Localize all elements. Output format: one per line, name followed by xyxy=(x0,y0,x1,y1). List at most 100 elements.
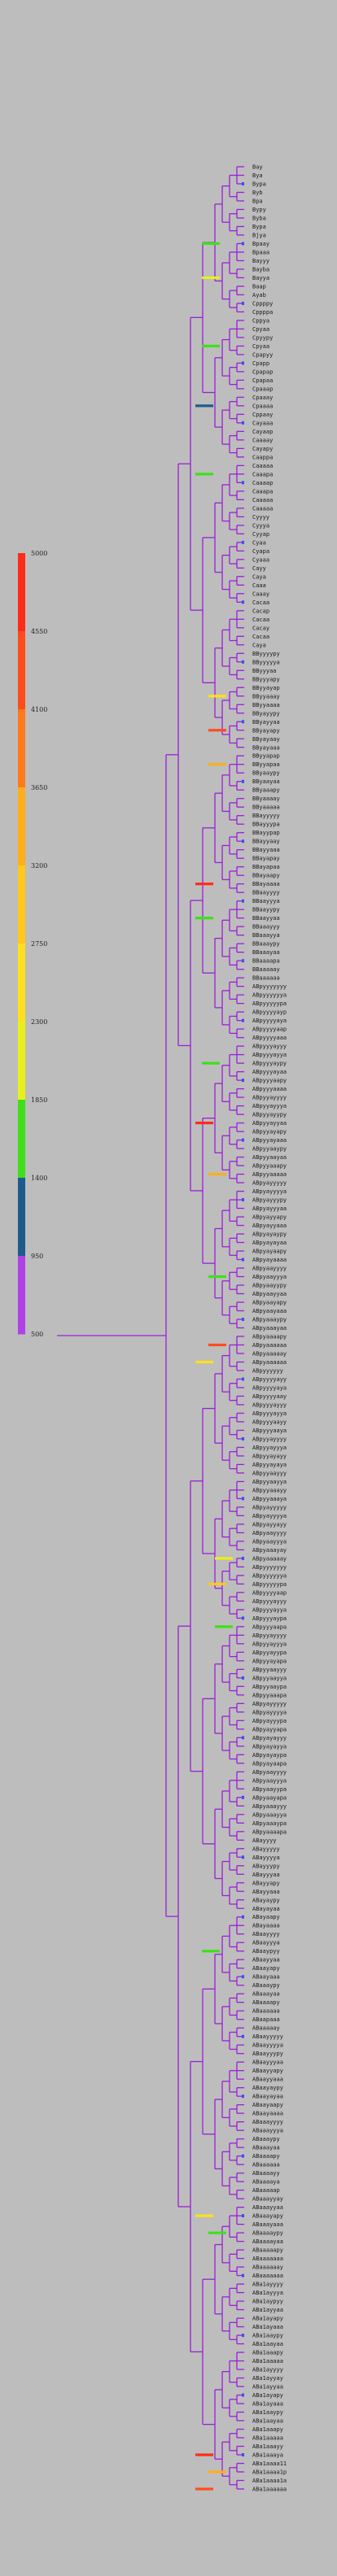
legend-tick-label: 4100 xyxy=(31,706,47,713)
tip-marker xyxy=(242,899,244,903)
leaf-label: BBayaaaa xyxy=(252,881,280,887)
leaf-label: ABpyyayayy xyxy=(252,1453,287,1459)
tip-marker xyxy=(242,1676,244,1680)
age-highlight xyxy=(195,404,213,408)
leaf-label: ABpyaayypy xyxy=(252,1283,287,1289)
leaf-label: ABpyyaaapy xyxy=(252,1163,287,1170)
leaf-label: ABpyaayyaa xyxy=(252,1291,287,1297)
leaf-label: ABayyapy xyxy=(252,1880,280,1886)
leaf-label: Cpyypy xyxy=(252,334,273,341)
leaf-label: ABpyaaaaaa xyxy=(252,1359,287,1366)
leaf-label: BBayyaay xyxy=(252,839,280,845)
age-highlight xyxy=(215,1625,233,1628)
leaf-label: ABpyaayyyy xyxy=(252,1266,287,1272)
leaf-label: Baap xyxy=(252,283,266,290)
leaf-label: ABpyaaaaay xyxy=(252,1350,287,1357)
leaf-label: ABpyyaaayy xyxy=(252,1487,287,1493)
tip-marker xyxy=(242,1257,244,1262)
leaf-label: ABpyaayyyy xyxy=(252,1769,287,1776)
color-legend: 5000 4550 4100 3650 3200 2750 2300 1850 1400 950 5… xyxy=(18,550,47,1338)
leaf-label: Cpyaa xyxy=(252,343,269,350)
leaf-label: Bpa xyxy=(252,198,263,204)
leaf-label: ABpyyyayaa xyxy=(252,1069,287,1075)
age-highlight xyxy=(208,1343,226,1347)
leaf-label: ABpyyaaapa xyxy=(252,1692,287,1698)
leaf-label: ABpyyayyyy xyxy=(252,1095,287,1101)
tip-marker xyxy=(242,2094,244,2099)
leaf-label: ABpyayayya xyxy=(252,1743,287,1750)
leaf-label: ABpyayaypy xyxy=(252,1231,287,1238)
leaf-label: ABpyaaaaay xyxy=(252,1555,287,1562)
leaf-label: ABaaaaaaa xyxy=(252,2273,283,2279)
leaf-label: ABayaypy xyxy=(252,1897,280,1903)
leaf-label: ABaayyapy xyxy=(252,2068,283,2074)
leaf-label: ABayyyya xyxy=(252,1855,280,1861)
leaf-label: ABa1aaaaa xyxy=(252,2358,283,2365)
legend-band xyxy=(18,865,25,944)
leaf-label: ABpyayyapa xyxy=(252,1726,287,1733)
leaf-label: ABpyyyaypy xyxy=(252,1061,287,1067)
tip-marker xyxy=(242,2453,244,2457)
leaf-label: Ayab xyxy=(252,292,266,299)
tip-marker xyxy=(242,1497,244,1501)
legend-tick-label: 950 xyxy=(31,1253,43,1260)
leaf-label: ABpyyayyya xyxy=(252,1641,287,1647)
leaf-label: ABpyyaaypa xyxy=(252,1684,287,1690)
leaf-label: Cpaaaa xyxy=(252,403,273,409)
leaf-label: ABa1ayyyy xyxy=(252,2367,283,2373)
leaf-label: ABpyyyayyy xyxy=(252,1401,287,1408)
tip-marker xyxy=(242,2154,244,2158)
tip-marker xyxy=(242,1915,244,1919)
leaf-label: ABaaaaapy xyxy=(252,2247,283,2254)
tip-marker xyxy=(242,2034,244,2038)
leaf-label: BBayyaaa xyxy=(252,847,280,853)
leaf-label: Cppaay xyxy=(252,412,273,418)
leaf-label: BBaaaaaa xyxy=(252,975,280,982)
age-highlight xyxy=(202,1950,220,1953)
leaf-label: Cyyyy xyxy=(252,514,269,521)
leaf-label: ABa1ayapy xyxy=(252,2392,283,2399)
leaf-label: ABaaaypy xyxy=(252,1982,280,1989)
tip-marker xyxy=(242,660,244,664)
leaf-label: ABa1ayaaa xyxy=(252,2324,283,2330)
legend-tick-label: 1850 xyxy=(31,1096,47,1104)
leaf-label: ABaaaapy xyxy=(252,2153,280,2160)
leaf-label: Cpapaa xyxy=(252,377,273,384)
leaf-label: ABaaayyyy xyxy=(252,2119,283,2125)
leaf-label: BBayapay xyxy=(252,856,280,862)
tip-marker xyxy=(242,959,244,963)
age-highlight xyxy=(202,276,220,280)
leaf-label: ABpyyyaapy xyxy=(252,1078,287,1084)
leaf-label: ABayyyaa xyxy=(252,1872,280,1878)
leaf-label: Cacaa xyxy=(252,634,269,640)
leaf-label: ABpyyyyayp xyxy=(252,1009,287,1016)
leaf-label: ABpyayaapy xyxy=(252,1249,287,1255)
tip-marker xyxy=(242,481,244,485)
tip-marker xyxy=(242,242,244,246)
leaf-label: BByayapy xyxy=(252,727,280,734)
leaf-label: Cacaa xyxy=(252,599,269,606)
tip-marker xyxy=(242,361,244,365)
leaf-label: Cyaaa xyxy=(252,556,269,563)
age-highlight xyxy=(195,2487,213,2491)
leaf-label: ABa1ayyaa xyxy=(252,2384,283,2391)
leaf-label: ABpyyyyyyy xyxy=(252,983,287,990)
legend-band xyxy=(18,553,25,632)
leaf-label: BByyyaa xyxy=(252,668,277,674)
leaf-label: BByyyypy xyxy=(252,651,280,657)
leaf-label: BBayaapy xyxy=(252,873,280,879)
leaf-label: Bpaaa xyxy=(252,249,269,255)
leaf-label: ABaayyya xyxy=(252,1940,280,1946)
leaf-label: ABa1aayaa xyxy=(252,2418,283,2425)
leaf-label: ABpyyaaaya xyxy=(252,1496,287,1502)
leaf-label: BByyapap xyxy=(252,753,280,760)
age-highlight xyxy=(195,917,213,920)
leaf-label: Caaapa xyxy=(252,488,273,495)
leaf-label: BBayypap xyxy=(252,830,280,836)
leaf-label: ABpyayyyyy xyxy=(252,1180,287,1187)
leaf-label: ABpyyaayya xyxy=(252,1479,287,1485)
leaf-label: ABayyyyy xyxy=(252,1846,280,1852)
tip-marker xyxy=(242,1436,244,1441)
leaf-label: Byb xyxy=(252,190,263,196)
leaf-label: ABpyyayyaa xyxy=(252,1120,287,1127)
